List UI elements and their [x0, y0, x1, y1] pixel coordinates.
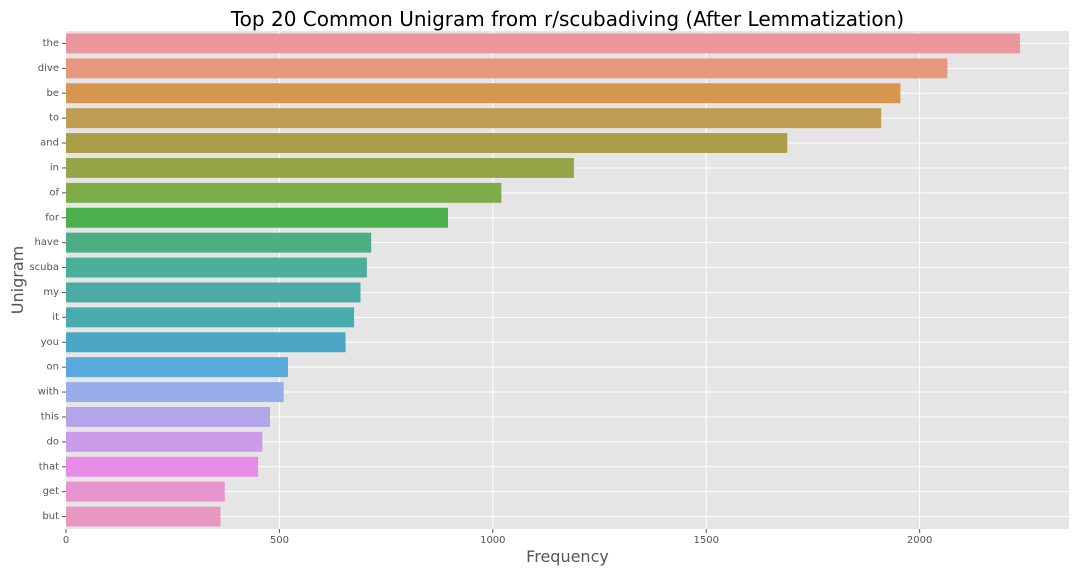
x-tick-label: 1000 [480, 535, 505, 546]
y-tick-label: and [40, 138, 59, 149]
x-tick-label: 0 [63, 535, 69, 546]
y-tick-labels: the dive be to and in of for have scuba my it you on w… [29, 38, 66, 522]
x-tick-label: 500 [270, 535, 289, 546]
bar-this [66, 406, 271, 427]
y-tick-label: it [52, 312, 59, 323]
y-tick-label: scuba [29, 262, 59, 273]
y-tick-label: dive [38, 63, 59, 74]
y-tick-label: to [49, 113, 59, 124]
bar-to [66, 108, 882, 129]
y-tick-label: this [41, 411, 59, 422]
bar-in [66, 157, 574, 178]
x-axis-label: Frequency [526, 547, 609, 566]
bar-but [66, 506, 221, 527]
bars [66, 33, 1020, 527]
bar-have [66, 232, 372, 253]
y-tick-label: but [42, 511, 59, 522]
y-tick-label: for [45, 212, 60, 223]
x-tick-label: 2000 [907, 535, 932, 546]
bar-you [66, 332, 346, 353]
bar-of [66, 182, 502, 203]
y-tick-label: the [43, 38, 59, 49]
chart-title: Top 20 Common Unigram from r/scubadiving… [230, 7, 904, 31]
y-tick-label: my [43, 287, 59, 298]
bar-be [66, 83, 901, 104]
y-tick-label: that [39, 461, 59, 472]
bar-on [66, 357, 288, 378]
y-tick-label: do [47, 436, 59, 447]
bar-dive [66, 58, 948, 79]
y-tick-label: in [50, 162, 59, 173]
bar-my [66, 282, 361, 303]
plot-area [66, 31, 1069, 529]
bar-the [66, 33, 1020, 54]
bar-and [66, 133, 788, 154]
y-tick-label: you [41, 337, 59, 348]
y-tick-label: have [34, 237, 59, 248]
x-tick-label: 1500 [693, 535, 718, 546]
bar-scuba [66, 257, 367, 278]
bar-for [66, 207, 448, 228]
bar-with [66, 382, 284, 403]
bar-do [66, 431, 263, 452]
y-axis-label: Unigram [8, 246, 27, 314]
y-tick-label: of [49, 187, 59, 198]
bar-it [66, 307, 355, 328]
y-tick-label: with [38, 387, 59, 398]
x-tick-labels: 0 500 1000 1500 2000 [63, 529, 932, 546]
y-tick-label: be [47, 88, 60, 99]
y-tick-label: get [43, 486, 60, 497]
y-tick-label: on [47, 362, 59, 373]
bar-that [66, 456, 259, 477]
bar-get [66, 481, 225, 502]
